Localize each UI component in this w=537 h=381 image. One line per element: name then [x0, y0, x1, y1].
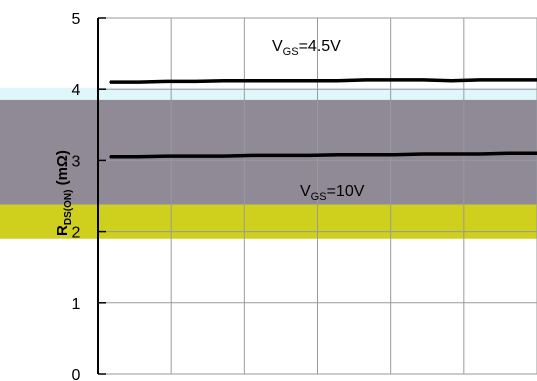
series-0-point-11	[422, 79, 424, 81]
series-1-point-4	[223, 155, 225, 157]
series-1-point-1	[137, 156, 140, 158]
series-0-point-1	[137, 81, 140, 83]
series-1-point-8	[336, 153, 339, 156]
series-0-point-6	[280, 79, 282, 82]
highlight-band-2	[0, 204, 537, 239]
y-tick-label-5: 5	[72, 11, 81, 28]
series-line-0	[110, 78, 537, 84]
series-1-point-12	[450, 153, 453, 155]
y-tick-label-0: 0	[72, 367, 81, 381]
series-0-point-3	[194, 80, 197, 83]
highlight-band-0	[0, 87, 537, 100]
series-line-1	[110, 151, 537, 159]
series-label-1: VGS=10V	[300, 183, 365, 203]
series-1-point-10	[393, 153, 396, 156]
y-tick-label-1: 1	[72, 296, 81, 313]
series-0-point-10	[393, 79, 396, 81]
series-1-point-9	[365, 153, 368, 156]
y-tick-label-4: 4	[72, 82, 81, 99]
series-0-point-2	[166, 80, 168, 83]
series-0-point-14	[507, 79, 510, 81]
series-label-0: VGS=4.5V	[272, 38, 341, 58]
series-0-point-12	[450, 79, 453, 82]
series-0-point-13	[479, 79, 481, 81]
series-0-point-9	[365, 79, 368, 81]
y-tick-label-3: 3	[72, 153, 81, 170]
series-1-point-7	[308, 154, 311, 157]
series-1-point-0	[109, 156, 111, 158]
series-0-point-8	[336, 79, 339, 82]
series-1-point-2	[166, 155, 168, 157]
series-0-point-4	[223, 79, 225, 82]
y-axis-label: RDS(ON) (mΩ)	[54, 150, 74, 236]
series-1-point-13	[479, 153, 481, 155]
series-0-point-0	[109, 81, 111, 83]
highlight-band-1	[0, 99, 537, 205]
series-1-point-11	[422, 153, 424, 155]
series-1-point-6	[280, 154, 282, 157]
series-1-point-5	[251, 154, 254, 157]
series-0-point-7	[308, 79, 311, 82]
series-0-point-5	[251, 79, 254, 82]
series-1-point-3	[194, 155, 197, 157]
y-tick-label-2: 2	[72, 225, 81, 242]
series-1-point-14	[507, 152, 510, 155]
